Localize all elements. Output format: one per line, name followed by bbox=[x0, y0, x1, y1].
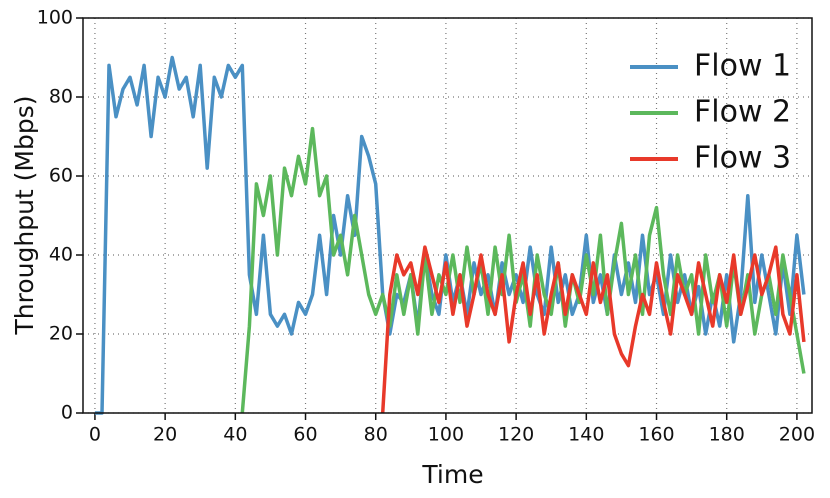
x-tick-label: 40 bbox=[223, 424, 247, 446]
x-tick-label: 0 bbox=[89, 424, 101, 446]
legend-text: Flow 1 bbox=[694, 49, 791, 84]
legend-text: Flow 2 bbox=[694, 95, 791, 130]
x-tick-label: 80 bbox=[364, 424, 388, 446]
x-tick-label: 140 bbox=[568, 424, 604, 446]
x-tick-label: 200 bbox=[779, 424, 815, 446]
y-tick-label: 60 bbox=[49, 165, 73, 187]
x-axis-label: Time bbox=[421, 460, 483, 489]
x-tick-label: 120 bbox=[498, 424, 534, 446]
series-line bbox=[380, 245, 806, 414]
x-tick-label: 100 bbox=[428, 424, 464, 446]
plot-frame bbox=[82, 17, 813, 414]
x-tick-label: 160 bbox=[638, 424, 674, 446]
legend-text: Flow 3 bbox=[694, 141, 791, 176]
y-tick-label: 80 bbox=[49, 86, 73, 108]
y-tick-label: 20 bbox=[49, 323, 73, 345]
x-tick-label: 180 bbox=[709, 424, 745, 446]
x-tick-label: 20 bbox=[153, 424, 177, 446]
y-tick-label: 0 bbox=[61, 402, 73, 424]
y-tick-label: 40 bbox=[49, 244, 73, 266]
x-tick-label: 60 bbox=[293, 424, 317, 446]
y-axis-label: Throughput (Mbps) bbox=[10, 95, 39, 335]
y-tick-label: 100 bbox=[37, 7, 73, 29]
